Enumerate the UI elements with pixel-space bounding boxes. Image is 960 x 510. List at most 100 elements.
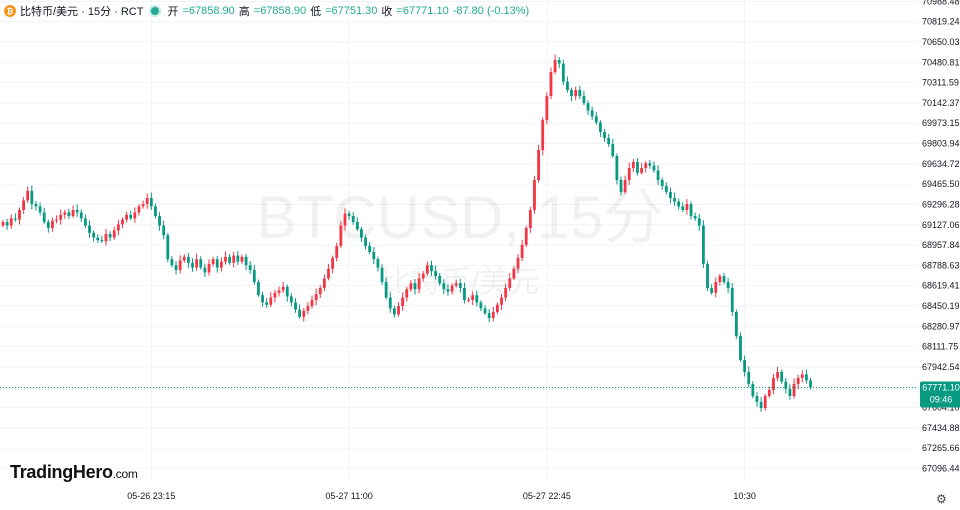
candle — [285, 284, 289, 302]
candle-body — [528, 210, 532, 228]
open-value: =67858.90 — [182, 5, 235, 17]
candle — [240, 254, 244, 264]
candle-body — [561, 63, 565, 82]
candle — [446, 284, 450, 296]
candle — [22, 196, 25, 214]
candle — [257, 279, 260, 297]
candle — [294, 298, 297, 313]
candle — [397, 302, 400, 317]
change-value: -87.80 (-0.13%) — [452, 5, 530, 17]
candle-body — [656, 170, 660, 180]
candle — [734, 309, 738, 339]
candle — [388, 292, 392, 313]
candle-body — [273, 292, 277, 298]
candle-body — [79, 212, 83, 219]
candle-body — [438, 276, 442, 284]
candle-body — [409, 283, 413, 290]
candle — [685, 199, 689, 215]
candle-body — [545, 96, 549, 120]
gear-icon[interactable]: ⚙ — [936, 492, 947, 506]
candle-body — [619, 180, 623, 192]
candle — [125, 211, 128, 223]
candle — [730, 282, 734, 316]
candle-body — [63, 212, 67, 215]
candle — [327, 263, 330, 281]
countdown-label: 09:46 — [930, 394, 953, 404]
candle-body — [763, 396, 767, 408]
candle-body — [776, 372, 779, 378]
candle — [158, 212, 161, 231]
candle — [726, 277, 730, 294]
candle — [347, 210, 351, 220]
candle — [244, 253, 248, 271]
candle-body — [92, 232, 96, 238]
candle-body — [331, 258, 334, 269]
candle — [759, 397, 763, 412]
candle — [549, 67, 553, 100]
candle — [133, 207, 137, 223]
brand-suffix: .com — [112, 467, 138, 481]
candle-body — [393, 308, 396, 315]
candle-body — [46, 222, 50, 228]
price-tick-label: 69634.72 — [922, 159, 960, 169]
candle-body — [310, 300, 314, 306]
candle-body — [30, 190, 34, 204]
candle — [673, 192, 676, 206]
candle-body — [401, 297, 405, 306]
candle — [528, 206, 532, 233]
price-axis[interactable]: 70988.48 70819.24 70650.03 70480.81 70311.59… — [922, 0, 960, 473]
candle — [516, 254, 520, 274]
candle — [619, 176, 623, 196]
candle-body — [228, 256, 231, 263]
price-tick-label: 67942.54 — [922, 362, 960, 372]
candle-body — [421, 273, 425, 279]
candle-body — [236, 255, 240, 262]
candle — [496, 302, 499, 315]
candle-body — [467, 300, 470, 301]
candle — [660, 177, 664, 190]
price-tick-label: 69973.15 — [922, 118, 960, 128]
market-status-icon[interactable] — [151, 7, 160, 15]
candle — [343, 208, 347, 231]
candle — [339, 221, 343, 249]
candle — [149, 192, 153, 211]
candle-body — [417, 278, 421, 290]
time-tick-label: 05-27 11:00 — [325, 491, 372, 501]
candle — [335, 242, 339, 262]
candle — [751, 381, 755, 399]
candle-body — [611, 144, 615, 156]
candle-body — [603, 132, 606, 138]
candle-body — [677, 201, 681, 207]
low-label: 低 — [310, 6, 322, 18]
candle-body — [59, 214, 63, 220]
candle-body — [364, 237, 367, 246]
candle — [63, 209, 67, 219]
candle-body — [195, 259, 199, 268]
candle — [59, 209, 63, 225]
symbol-header: ₿ 比特币/美元 · 15分 · RCT 开 =67858.90 高 =67858.… — [4, 3, 529, 19]
candle-body — [772, 378, 775, 390]
candle-body — [347, 213, 351, 216]
candle — [421, 270, 425, 282]
candle-body — [314, 294, 318, 300]
candle — [574, 86, 578, 101]
candle-body — [166, 235, 170, 260]
price-tick-label: 67604.10 — [922, 403, 960, 413]
candle — [306, 302, 310, 315]
time-axis[interactable]: 05-26 23:15 05-27 11:00 05-27 22:45 10:30 — [127, 491, 756, 501]
candle-body — [809, 380, 812, 388]
candle-body — [442, 283, 446, 290]
candle-body — [38, 206, 42, 213]
candle — [298, 304, 302, 319]
candle-body — [67, 212, 71, 216]
candle-body — [137, 206, 141, 213]
candle — [108, 231, 112, 241]
candle-body — [211, 259, 215, 264]
candle-body — [730, 288, 734, 312]
brand-name: TradingHero — [10, 462, 113, 482]
symbol-title[interactable]: 比特币/美元 · 15分 · RCT — [20, 6, 144, 18]
candle-body — [302, 310, 306, 317]
candle — [702, 220, 705, 269]
candle-body — [96, 237, 100, 240]
